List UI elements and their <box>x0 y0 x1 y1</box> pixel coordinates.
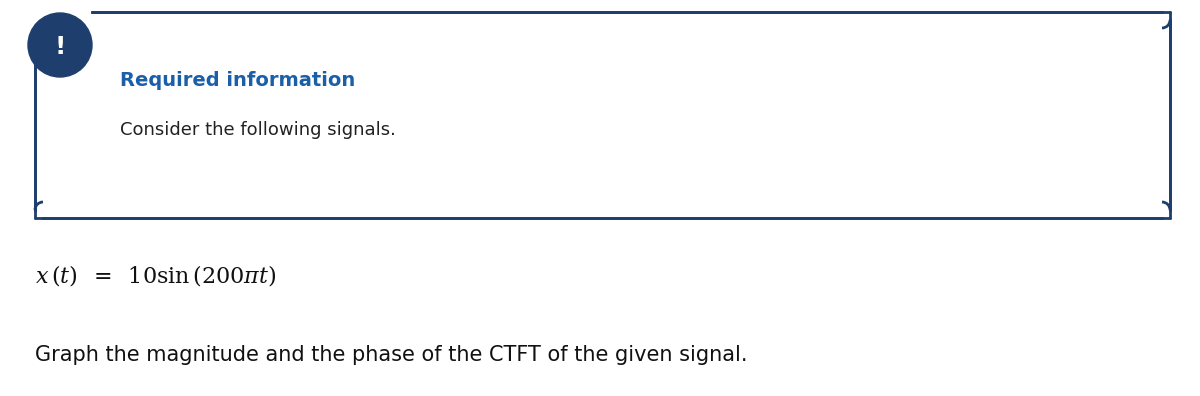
Text: $x\,(t)\;\;=\;\;10\mathrm{sin}\,(200\pi t)$: $x\,(t)\;\;=\;\;10\mathrm{sin}\,(200\pi … <box>35 263 276 287</box>
Text: Consider the following signals.: Consider the following signals. <box>120 121 396 139</box>
Circle shape <box>28 13 92 77</box>
Text: Graph the magnitude and the phase of the CTFT of the given signal.: Graph the magnitude and the phase of the… <box>35 345 748 365</box>
Text: Required information: Required information <box>120 70 355 89</box>
Polygon shape <box>37 13 1168 217</box>
Text: !: ! <box>54 35 66 59</box>
